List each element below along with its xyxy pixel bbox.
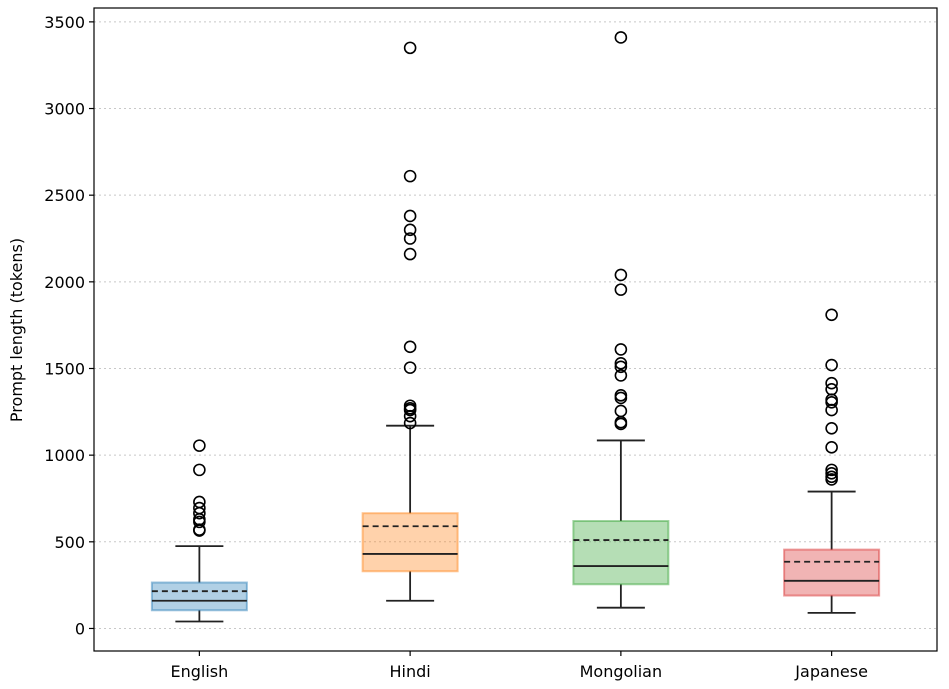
- iqr-box: [783, 548, 881, 597]
- y-tick-label: 1000: [44, 446, 85, 465]
- outlier-point: [614, 360, 628, 374]
- x-tick-label: Japanese: [794, 662, 868, 681]
- outlier-point: [825, 358, 838, 372]
- outlier-point: [403, 340, 417, 354]
- outlier-point: [614, 389, 628, 402]
- y-tick-label: 3000: [44, 100, 85, 119]
- outlier-point: [614, 31, 628, 44]
- outlier-point: [403, 416, 417, 430]
- iqr-box: [150, 581, 248, 612]
- y-axis: 0 500 1000 1500 2000 2500 3000 3500: [44, 13, 94, 638]
- x-tick-label: Mongolian: [580, 662, 663, 681]
- box-japanese: [783, 308, 881, 614]
- outlier-point: [825, 393, 838, 406]
- outlier-point: [825, 395, 838, 409]
- outlier-point: [193, 501, 206, 515]
- y-tick-label: 2000: [44, 273, 85, 292]
- outlier-point: [403, 223, 417, 237]
- y-tick-label: 1500: [44, 359, 85, 378]
- outlier-point: [614, 356, 628, 370]
- outlier-point: [403, 209, 417, 223]
- y-tick-label: 0: [75, 619, 85, 638]
- box-mongolian: [572, 31, 670, 609]
- outlier-point: [825, 421, 838, 435]
- outlier-point: [403, 41, 417, 55]
- outlier-point: [825, 376, 838, 390]
- grid-lines: [94, 21, 937, 629]
- outlier-point: [193, 463, 206, 477]
- y-tick-label: 2500: [44, 186, 85, 205]
- outlier-point: [614, 391, 628, 405]
- outlier-point: [403, 232, 417, 245]
- outlier-point: [825, 308, 838, 322]
- plot-frame: [93, 7, 938, 652]
- x-tick-label: Hindi: [390, 662, 431, 681]
- iqr-box: [361, 512, 459, 573]
- y-tick-label: 500: [54, 533, 85, 552]
- box-english: [150, 439, 248, 623]
- outlier-point: [403, 399, 417, 413]
- outlier-point: [614, 404, 628, 418]
- iqr-box: [572, 520, 670, 586]
- outlier-point: [614, 283, 628, 296]
- y-axis-label: Prompt length (tokens): [7, 238, 26, 422]
- outlier-point: [403, 169, 417, 183]
- outlier-point: [403, 361, 417, 374]
- x-axis: English Hindi Mongolian Japanese: [170, 651, 868, 681]
- outlier-point: [614, 268, 628, 282]
- outlier-point: [825, 463, 838, 477]
- x-tick-label: English: [170, 662, 228, 681]
- outlier-point: [825, 382, 838, 396]
- y-tick-label: 3500: [44, 13, 85, 32]
- outlier-point: [193, 495, 206, 509]
- outlier-point: [825, 467, 838, 480]
- outlier-point: [825, 441, 838, 454]
- outlier-point: [403, 247, 417, 261]
- outlier-point: [825, 470, 838, 484]
- outlier-point: [614, 369, 628, 382]
- box-plots: [150, 31, 881, 623]
- outlier-point: [614, 343, 628, 356]
- box-hindi: [361, 41, 459, 602]
- outlier-point: [193, 439, 206, 452]
